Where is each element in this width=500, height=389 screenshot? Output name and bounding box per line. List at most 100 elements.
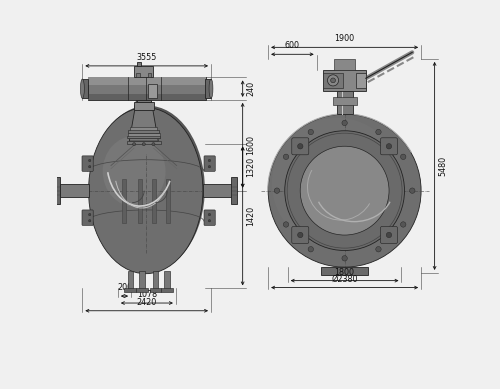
Bar — [136, 73, 140, 77]
Polygon shape — [130, 100, 158, 141]
Circle shape — [268, 114, 421, 267]
Bar — [152, 271, 158, 289]
Circle shape — [284, 154, 288, 159]
Bar — [324, 72, 342, 88]
Bar — [126, 142, 161, 144]
Text: 240: 240 — [246, 81, 255, 96]
FancyBboxPatch shape — [380, 226, 398, 244]
Text: 1900: 1900 — [334, 35, 354, 44]
Bar — [128, 136, 160, 138]
Text: 1800: 1800 — [334, 268, 354, 277]
Circle shape — [208, 166, 210, 168]
Text: Ø2380: Ø2380 — [332, 275, 358, 284]
Bar — [88, 77, 206, 100]
Ellipse shape — [209, 79, 213, 98]
Circle shape — [386, 232, 392, 238]
Bar — [134, 102, 154, 110]
Bar — [148, 73, 151, 77]
Bar — [138, 179, 142, 223]
Bar — [82, 79, 88, 98]
Circle shape — [298, 232, 303, 238]
Circle shape — [208, 214, 210, 216]
Bar — [128, 130, 160, 133]
FancyBboxPatch shape — [204, 156, 215, 171]
Ellipse shape — [102, 136, 166, 207]
Bar — [134, 105, 154, 110]
Bar — [231, 177, 237, 204]
Circle shape — [330, 78, 336, 83]
Circle shape — [88, 214, 91, 216]
Bar — [336, 91, 352, 114]
Circle shape — [152, 143, 155, 146]
Bar — [128, 133, 160, 138]
Bar — [134, 66, 154, 77]
FancyBboxPatch shape — [380, 138, 398, 155]
Bar — [148, 84, 158, 98]
Circle shape — [208, 159, 210, 162]
Bar — [130, 127, 158, 132]
Bar — [322, 267, 368, 275]
Circle shape — [285, 131, 405, 251]
Text: 1320: 1320 — [246, 157, 255, 177]
Bar — [88, 77, 206, 85]
FancyBboxPatch shape — [292, 138, 309, 155]
Circle shape — [132, 143, 136, 146]
Bar — [164, 271, 170, 289]
Circle shape — [410, 188, 415, 193]
Circle shape — [376, 247, 381, 252]
Bar — [203, 184, 232, 197]
Circle shape — [400, 222, 406, 227]
Bar — [152, 179, 156, 223]
Circle shape — [342, 256, 347, 261]
FancyBboxPatch shape — [204, 210, 215, 225]
Circle shape — [88, 159, 91, 162]
Bar — [137, 100, 150, 102]
Bar — [356, 73, 366, 88]
Circle shape — [376, 129, 381, 135]
Circle shape — [284, 222, 288, 227]
FancyBboxPatch shape — [82, 210, 93, 225]
Text: 3555: 3555 — [136, 53, 157, 62]
Bar — [324, 70, 366, 91]
Circle shape — [208, 220, 210, 222]
Ellipse shape — [80, 79, 84, 98]
Text: 600: 600 — [285, 42, 300, 51]
Text: 5480: 5480 — [438, 156, 447, 176]
Circle shape — [300, 146, 389, 235]
Bar — [54, 177, 60, 204]
Circle shape — [272, 118, 402, 248]
Circle shape — [400, 154, 406, 159]
Circle shape — [386, 144, 392, 149]
Bar — [128, 271, 133, 289]
Bar — [124, 288, 136, 292]
Circle shape — [88, 166, 91, 168]
Bar — [88, 94, 206, 100]
Circle shape — [298, 144, 303, 149]
Text: 200: 200 — [117, 283, 132, 292]
Circle shape — [142, 143, 146, 146]
Text: 1078: 1078 — [137, 290, 157, 299]
Circle shape — [342, 120, 347, 126]
Circle shape — [308, 129, 314, 135]
Bar — [139, 271, 144, 289]
Bar — [166, 179, 170, 223]
Circle shape — [88, 220, 91, 222]
Bar — [332, 97, 356, 105]
Circle shape — [274, 188, 280, 193]
Bar — [150, 288, 161, 292]
Text: 2420: 2420 — [136, 298, 157, 307]
Bar — [137, 62, 141, 66]
Bar — [136, 288, 147, 292]
Circle shape — [328, 75, 338, 86]
Bar — [122, 179, 126, 223]
Bar — [334, 59, 355, 70]
Bar — [205, 79, 211, 98]
Circle shape — [308, 247, 314, 252]
Text: 1420: 1420 — [246, 206, 255, 226]
Ellipse shape — [90, 106, 205, 272]
Bar — [60, 184, 88, 197]
Text: 1600: 1600 — [246, 135, 255, 155]
FancyBboxPatch shape — [292, 226, 309, 244]
FancyBboxPatch shape — [82, 156, 93, 171]
Ellipse shape — [88, 108, 203, 274]
